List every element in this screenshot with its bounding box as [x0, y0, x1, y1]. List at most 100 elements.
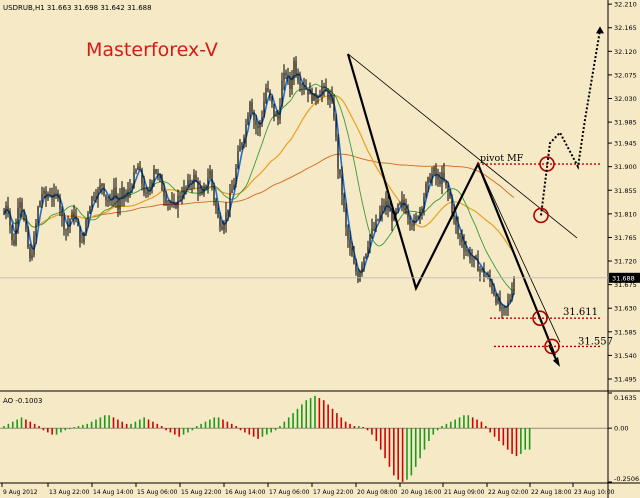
price-tick-label: 31.765	[614, 234, 637, 242]
ao-tick-label: -0.2506	[614, 475, 639, 483]
candle-body	[301, 85, 303, 86]
candle-body	[205, 185, 207, 187]
candle-body	[35, 223, 37, 237]
candle-body	[39, 201, 41, 207]
candle-body	[311, 89, 313, 101]
candle-body	[353, 256, 355, 264]
candle-body	[177, 195, 179, 208]
candle-body	[239, 146, 241, 152]
price-tick-label: 31.675	[614, 281, 637, 289]
candle-body	[181, 196, 183, 198]
candle-body	[469, 251, 471, 260]
price-tick-label: 31.540	[614, 352, 637, 360]
candle-body	[491, 281, 493, 291]
candle-body	[161, 178, 163, 191]
candles	[3, 56, 515, 319]
candle-body	[223, 223, 225, 230]
candle-body	[175, 203, 177, 208]
candle-body	[191, 183, 193, 185]
overlays: pivot MF 31.611 31.557	[346, 26, 613, 367]
candle-body	[341, 175, 343, 195]
candle-body	[307, 89, 309, 95]
candle-body	[45, 190, 47, 199]
candle-body	[135, 170, 137, 173]
candle-body	[513, 278, 515, 292]
candle-body	[275, 114, 277, 117]
candle-body	[117, 198, 119, 210]
candle-body	[473, 256, 475, 259]
candle-body	[217, 207, 219, 218]
candle-body	[351, 247, 353, 257]
target-circle	[544, 338, 560, 355]
candle-body	[279, 106, 281, 120]
candle-body	[163, 190, 165, 197]
candle-body	[151, 181, 153, 189]
candle-body	[443, 172, 445, 181]
candle-body	[17, 208, 19, 224]
candle-body	[441, 172, 443, 184]
candle-body	[295, 60, 297, 74]
candle-body	[63, 216, 65, 230]
candle-body	[321, 87, 323, 95]
candle-body	[225, 212, 227, 224]
candle-body	[453, 212, 455, 217]
candle-body	[483, 268, 485, 277]
candle-body	[435, 167, 437, 178]
candle-body	[25, 219, 27, 230]
candle-body	[475, 256, 477, 259]
candle-body	[141, 169, 143, 184]
candle-body	[245, 124, 247, 138]
candle-body	[255, 120, 257, 126]
candle-body	[127, 190, 129, 198]
price-tick-label: 31.945	[614, 140, 637, 148]
candle-body	[195, 174, 197, 182]
candle-body	[173, 201, 175, 204]
candle-body	[419, 209, 421, 218]
candle-body	[3, 213, 5, 215]
candle-body	[143, 183, 145, 194]
time-tick-label: 15 Aug 22:00	[181, 489, 222, 496]
candle-body	[67, 224, 69, 231]
ma-orange	[3, 94, 515, 254]
candle-body	[243, 137, 245, 144]
candle-body	[411, 224, 413, 226]
moving-averages	[3, 72, 515, 309]
candle-body	[43, 190, 45, 194]
candle-body	[423, 196, 425, 209]
candle-body	[153, 169, 155, 182]
awesome-oscillator: 0.1635 0.00 -0.2506	[0, 392, 639, 483]
price-tick-label: 31.585	[614, 328, 637, 336]
candle-body	[485, 276, 487, 277]
candle-body	[37, 206, 39, 224]
time-tick-label: 23 Aug 10:00	[574, 489, 615, 496]
candle-body	[497, 298, 499, 303]
candle-body	[359, 271, 361, 281]
candle-body	[251, 102, 253, 114]
candle-body	[399, 202, 401, 205]
price-tick-label: 31.495	[614, 375, 637, 383]
candle-body	[257, 125, 259, 129]
candle-body	[71, 212, 73, 220]
candle-body	[229, 192, 231, 210]
candle-body	[89, 207, 91, 215]
candle-body	[335, 117, 337, 138]
time-tick-label: 17 Aug 22:00	[313, 489, 354, 496]
candle-body	[375, 220, 377, 230]
current-price-label: 31.688	[612, 274, 635, 282]
candle-body	[93, 196, 95, 198]
candle-body	[365, 253, 367, 258]
candle-body	[285, 72, 287, 76]
candle-body	[249, 102, 251, 116]
candle-body	[77, 220, 79, 227]
candle-body	[437, 177, 439, 180]
candle-body	[401, 199, 403, 203]
candle-body	[409, 217, 411, 225]
down-arrow-head	[553, 356, 560, 367]
candle-body	[215, 200, 217, 208]
candle-body	[123, 187, 125, 197]
candle-body	[349, 239, 351, 248]
candle-body	[233, 184, 235, 190]
candle-body	[305, 88, 307, 90]
candle-body	[9, 211, 11, 226]
candle-body	[277, 114, 279, 120]
